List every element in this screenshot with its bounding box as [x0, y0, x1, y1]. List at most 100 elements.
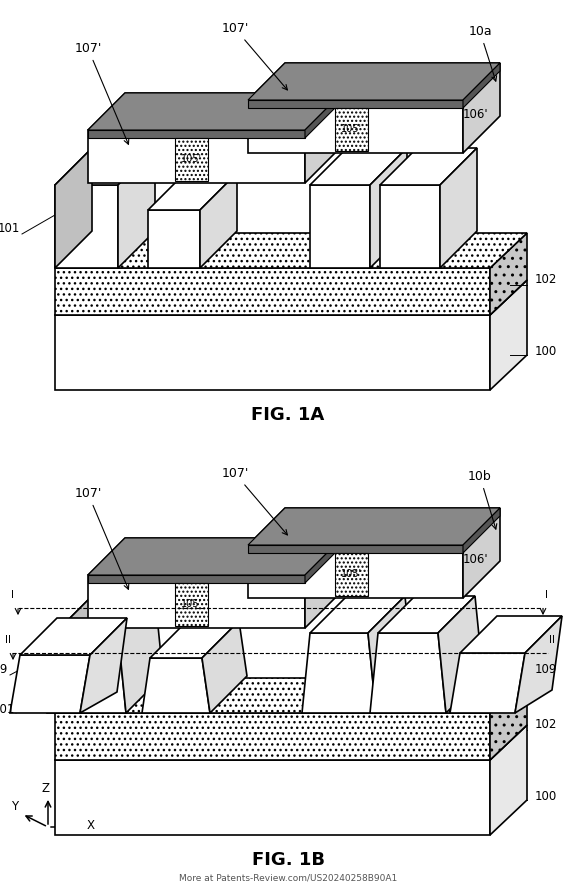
Polygon shape [118, 596, 163, 713]
Text: II: II [5, 635, 11, 645]
Polygon shape [202, 621, 247, 713]
Polygon shape [335, 553, 368, 596]
Polygon shape [368, 596, 413, 713]
Text: 101: 101 [0, 703, 15, 716]
Polygon shape [463, 63, 500, 108]
Text: 109: 109 [0, 663, 8, 676]
Polygon shape [302, 633, 376, 713]
Text: 105': 105' [340, 569, 362, 579]
Text: 107': 107' [221, 467, 287, 535]
Text: 109: 109 [535, 663, 558, 676]
Polygon shape [88, 130, 305, 138]
Polygon shape [200, 173, 237, 268]
Polygon shape [305, 93, 342, 183]
Text: More at Patents-Review.com/US20240258B90A1: More at Patents-Review.com/US20240258B90… [179, 873, 397, 882]
Polygon shape [248, 545, 463, 598]
Polygon shape [463, 508, 500, 553]
Polygon shape [248, 100, 463, 153]
Polygon shape [305, 538, 342, 628]
Polygon shape [55, 713, 490, 760]
Text: Y: Y [12, 800, 18, 813]
Polygon shape [310, 596, 405, 633]
Text: 10b: 10b [468, 470, 497, 529]
Polygon shape [463, 508, 500, 598]
Polygon shape [88, 93, 342, 130]
Polygon shape [142, 658, 210, 713]
Polygon shape [490, 725, 527, 835]
Polygon shape [310, 185, 370, 268]
Text: X: X [87, 819, 95, 832]
Polygon shape [370, 148, 407, 268]
Polygon shape [88, 130, 305, 183]
Polygon shape [440, 148, 477, 268]
Polygon shape [55, 315, 490, 390]
Polygon shape [248, 100, 463, 108]
Polygon shape [490, 233, 527, 315]
Text: 10a: 10a [468, 25, 497, 81]
Text: FIG. 1A: FIG. 1A [251, 406, 325, 424]
Polygon shape [55, 268, 490, 315]
Polygon shape [248, 508, 500, 545]
Polygon shape [88, 538, 342, 575]
Text: 101: 101 [0, 222, 20, 235]
Polygon shape [305, 93, 342, 138]
Text: 102: 102 [535, 718, 558, 731]
Polygon shape [55, 678, 527, 713]
Polygon shape [88, 538, 342, 575]
Polygon shape [55, 280, 527, 315]
Polygon shape [460, 616, 562, 653]
Polygon shape [450, 653, 525, 713]
Text: 107': 107' [74, 42, 129, 144]
Text: 107': 107' [74, 487, 129, 590]
Polygon shape [175, 583, 208, 626]
Polygon shape [55, 185, 118, 268]
Polygon shape [310, 148, 407, 185]
Polygon shape [380, 148, 477, 185]
Text: 106': 106' [463, 108, 488, 121]
Polygon shape [88, 575, 305, 583]
Polygon shape [47, 596, 92, 713]
Polygon shape [378, 596, 475, 633]
Polygon shape [10, 655, 90, 713]
Text: I: I [545, 590, 548, 600]
Polygon shape [20, 618, 127, 655]
Polygon shape [47, 633, 126, 713]
Text: 107': 107' [221, 22, 287, 90]
Polygon shape [88, 575, 305, 628]
Polygon shape [370, 633, 446, 713]
Text: 106': 106' [463, 553, 488, 566]
Polygon shape [118, 148, 155, 268]
Polygon shape [305, 538, 342, 583]
Polygon shape [148, 173, 237, 210]
Text: 105': 105' [180, 599, 202, 609]
Text: I: I [12, 590, 14, 600]
Polygon shape [55, 725, 527, 760]
Polygon shape [515, 616, 562, 713]
Text: 102: 102 [535, 273, 558, 286]
Polygon shape [55, 596, 155, 633]
Polygon shape [150, 621, 239, 658]
Polygon shape [490, 678, 527, 760]
Polygon shape [88, 93, 342, 130]
Polygon shape [463, 63, 500, 153]
Polygon shape [80, 618, 127, 713]
Polygon shape [55, 760, 490, 835]
Polygon shape [148, 210, 200, 268]
Text: 100: 100 [535, 790, 557, 803]
Polygon shape [490, 280, 527, 390]
Text: II: II [549, 635, 555, 645]
Polygon shape [248, 63, 500, 100]
Polygon shape [248, 508, 500, 545]
Polygon shape [248, 545, 463, 553]
Polygon shape [175, 138, 208, 181]
Polygon shape [55, 148, 155, 185]
Text: 105': 105' [340, 124, 362, 134]
Text: Z: Z [41, 782, 49, 795]
Polygon shape [248, 63, 500, 100]
Polygon shape [438, 596, 483, 713]
Polygon shape [380, 185, 440, 268]
Polygon shape [55, 148, 92, 268]
Text: FIG. 1B: FIG. 1B [252, 851, 324, 869]
Text: 105': 105' [180, 154, 202, 164]
Polygon shape [55, 233, 527, 268]
